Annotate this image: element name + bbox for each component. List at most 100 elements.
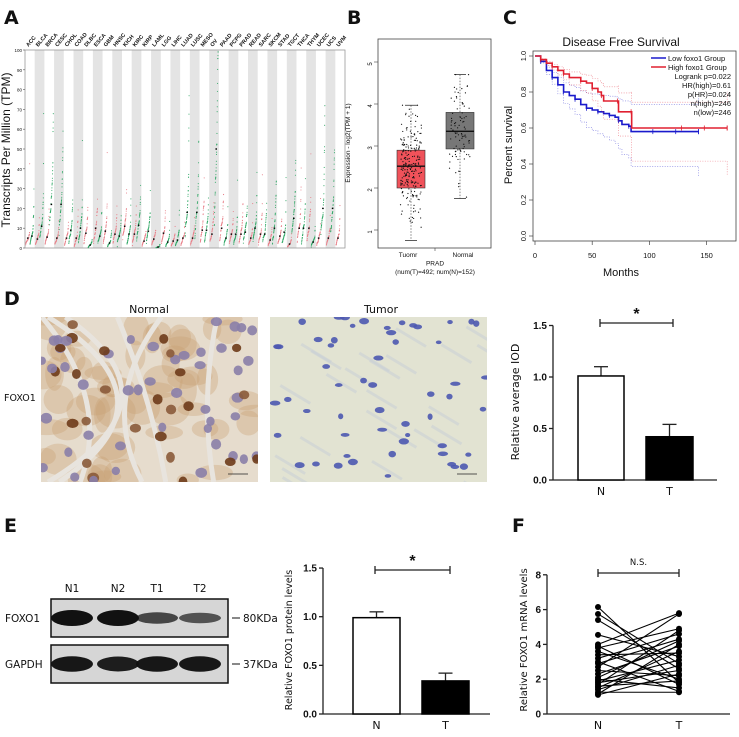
nucleus bbox=[99, 346, 110, 356]
normal-dot bbox=[60, 210, 62, 212]
normal-dot bbox=[79, 233, 81, 235]
jitter-point bbox=[468, 140, 471, 142]
tumor-dot bbox=[271, 226, 273, 229]
jitter-point bbox=[407, 179, 409, 181]
tumor-dot bbox=[76, 235, 78, 237]
tumor-dot bbox=[290, 239, 292, 241]
normal-dot bbox=[110, 230, 113, 232]
tumor-dot bbox=[251, 233, 253, 235]
normal-dot bbox=[29, 240, 32, 242]
normal-dot bbox=[236, 221, 238, 223]
normal-dot bbox=[51, 173, 54, 175]
normal-dot bbox=[129, 225, 132, 227]
normal-dot bbox=[324, 124, 326, 126]
jitter-point bbox=[405, 146, 407, 148]
jitter-point bbox=[403, 157, 405, 160]
normal-dot bbox=[301, 243, 303, 245]
tumor-dot bbox=[300, 198, 302, 201]
jitter-point bbox=[414, 168, 417, 170]
jitter-point bbox=[402, 195, 405, 197]
normal-dot bbox=[91, 241, 93, 243]
pair-line bbox=[597, 669, 680, 684]
normal-dot bbox=[197, 176, 199, 178]
normal-dot bbox=[246, 205, 248, 207]
normal-dot bbox=[255, 224, 257, 226]
band-esca bbox=[92, 50, 103, 248]
normal-dot bbox=[197, 183, 199, 185]
jitter-point bbox=[449, 153, 451, 155]
tumor-dot bbox=[307, 233, 309, 235]
tumor-dot bbox=[261, 212, 263, 214]
normal-dot bbox=[126, 241, 129, 243]
normal-dot bbox=[214, 194, 216, 196]
normal-dot bbox=[256, 195, 258, 197]
tumor-dot bbox=[164, 212, 166, 214]
jitter-point bbox=[408, 164, 410, 166]
jitter-point bbox=[419, 142, 421, 144]
a-ytick-label: 50 bbox=[17, 147, 23, 152]
legend-hr: HR(high)=0.61 bbox=[682, 81, 731, 90]
jitter-point bbox=[400, 184, 402, 186]
normal-dot bbox=[333, 186, 335, 188]
normal-dot bbox=[293, 203, 296, 205]
normal-dot bbox=[129, 228, 131, 230]
normal-dot bbox=[304, 208, 306, 210]
nucleus bbox=[330, 336, 338, 344]
jitter-point bbox=[463, 146, 465, 148]
jitter-point bbox=[404, 174, 407, 176]
bar-t bbox=[421, 680, 470, 715]
normal-dot bbox=[302, 231, 304, 233]
pair-line bbox=[597, 619, 680, 670]
tumor-dot bbox=[309, 219, 311, 221]
nucleus bbox=[70, 472, 80, 482]
normal-dot bbox=[149, 215, 151, 218]
normal-dot bbox=[273, 228, 275, 230]
jitter-point bbox=[415, 163, 417, 165]
tumor-dot bbox=[222, 205, 224, 207]
normal-dot bbox=[295, 159, 297, 161]
normal-dot bbox=[187, 190, 189, 192]
normal-dot bbox=[196, 206, 198, 208]
normal-dot bbox=[264, 229, 266, 231]
normal-dot bbox=[216, 121, 218, 123]
normal-dot bbox=[61, 171, 64, 173]
jitter-point bbox=[406, 196, 408, 199]
normal-dot bbox=[50, 196, 52, 198]
normal-dot bbox=[97, 242, 99, 244]
normal-dot bbox=[237, 179, 239, 181]
normal-dot bbox=[215, 176, 217, 178]
jitter-point bbox=[414, 139, 417, 142]
normal-dot bbox=[100, 231, 102, 233]
normal-dot bbox=[78, 238, 80, 240]
tumor-dot bbox=[28, 233, 30, 235]
fiber bbox=[299, 435, 332, 457]
jitter-point bbox=[415, 164, 417, 166]
nucleus bbox=[195, 467, 208, 478]
panel-c-survival-chart: 0.0 0.2 0.4 0.6 0.8 1.0 0 50 100 150 bbox=[519, 50, 737, 260]
tumor-dot bbox=[174, 225, 176, 228]
normal-dot bbox=[223, 242, 225, 244]
jitter-point bbox=[419, 156, 421, 158]
c-ytick-label: 0.8 bbox=[519, 87, 528, 97]
tumor-dot bbox=[38, 232, 40, 234]
tumor-dot bbox=[48, 228, 50, 231]
normal-dot bbox=[215, 163, 217, 165]
nucleus bbox=[238, 390, 250, 400]
jitter-point bbox=[453, 147, 455, 150]
tumor-dot bbox=[116, 214, 118, 216]
normal-dot bbox=[195, 225, 197, 227]
jitter-point bbox=[454, 153, 457, 156]
ihc-normal-image bbox=[41, 317, 258, 482]
band bbox=[136, 656, 178, 672]
tumor-dot bbox=[212, 218, 214, 220]
tumor-dot bbox=[84, 237, 86, 239]
tumor-dot bbox=[280, 229, 282, 231]
jitter-point bbox=[420, 226, 422, 228]
panel-c-xlabel: Months bbox=[603, 267, 640, 279]
normal-dot bbox=[42, 213, 44, 215]
normal-dot bbox=[139, 201, 141, 204]
tissue-content bbox=[41, 317, 258, 482]
band-read bbox=[248, 50, 258, 248]
tumor-dot bbox=[67, 221, 69, 223]
panel-e-ylabel: Relative FOXO1 protein levels bbox=[284, 570, 295, 710]
